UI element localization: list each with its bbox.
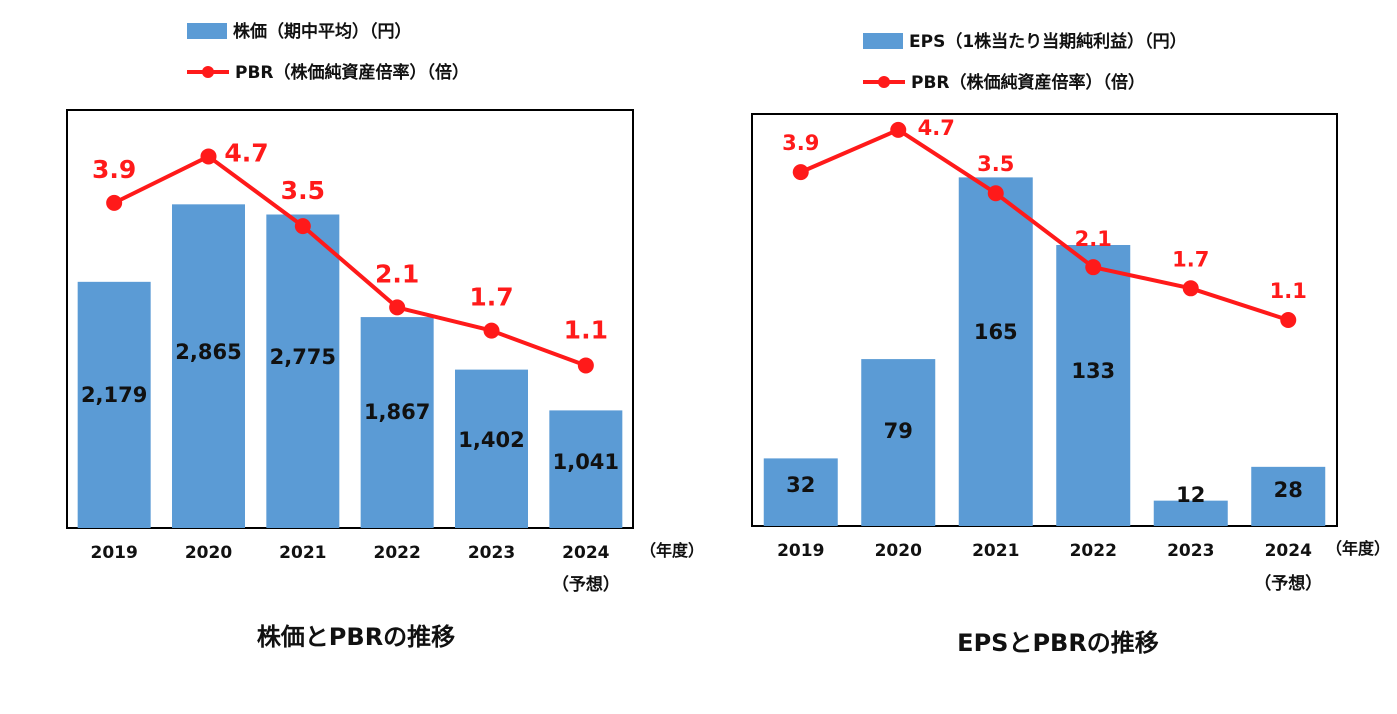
pbr-line (799, 127, 1289, 322)
bar-value-label: 32 (786, 473, 815, 497)
bar-value-label: 165 (974, 320, 1018, 344)
legend: 株価（期中平均）（円） PBR（株価純資産倍率）（倍） (187, 21, 469, 83)
bar-value-label: 1,867 (364, 400, 430, 424)
x-tick-label: 2024 (562, 543, 609, 563)
bar-2024 (1251, 466, 1326, 526)
bar-value-label: 2,179 (81, 383, 147, 407)
pbr-value-label: 3.9 (782, 131, 819, 155)
pbr-point-2020 (890, 121, 907, 138)
legend-label-line: PBR（株価純資産倍率）（倍） (235, 62, 469, 83)
legend-label-bar: EPS（1株当たり当期純利益）（円） (909, 31, 1187, 52)
pbr-point-2022 (1085, 259, 1102, 276)
x-tick-label: 2023 (468, 543, 515, 563)
x-tick-sublabel: （予想） (552, 574, 620, 595)
pbr-value-label: 2.1 (1075, 227, 1112, 251)
pbr-value-label: 1.1 (564, 315, 608, 344)
legend-label-bar: 株価（期中平均）（円） (233, 21, 412, 42)
bar-2023 (455, 369, 528, 528)
chart-1: 株価（期中平均）（円） PBR（株価純資産倍率）（倍） 2,179 2,865 2,77… (66, 21, 704, 651)
pbr-value-label: 1.1 (1270, 279, 1307, 303)
pbr-value-label: 3.5 (977, 152, 1014, 176)
plot-area (66, 109, 634, 529)
pbr-value-label: 3.5 (281, 176, 325, 205)
bar-2019 (77, 281, 151, 528)
bar-2024 (549, 410, 623, 528)
x-tick-label: 2023 (1167, 541, 1214, 561)
chart-title: 株価とPBRの推移 (257, 623, 455, 651)
bar-2021 (958, 177, 1033, 526)
bar-2020 (172, 204, 245, 528)
x-tick-label: 2020 (875, 541, 922, 561)
legend-swatch-bar (187, 23, 227, 39)
bar-value-label: 1,041 (553, 450, 619, 474)
pbr-point-2023 (1182, 280, 1199, 297)
pbr-value-label: 1.7 (469, 283, 513, 312)
x-axis-unit: （年度） (1326, 539, 1390, 558)
pbr-value-label: 2.1 (375, 259, 419, 288)
x-tick-label: 2020 (185, 543, 232, 563)
bar-value-label: 2,775 (270, 345, 336, 369)
plot-area (751, 113, 1338, 527)
x-tick-label: 2021 (972, 541, 1019, 561)
pbr-value-label: 4.7 (224, 138, 268, 167)
pbr-value-label: 1.7 (1172, 247, 1209, 271)
legend-swatch-bar (863, 33, 903, 49)
bar-2022 (360, 317, 434, 528)
bar-value-label: 12 (1176, 483, 1205, 507)
x-tick-label: 2021 (279, 543, 326, 563)
pbr-point-2023 (483, 322, 500, 339)
bar-value-label: 79 (884, 419, 913, 443)
bar-value-label: 1,402 (458, 428, 524, 452)
pbr-point-2022 (389, 299, 406, 316)
bar-2020 (861, 359, 936, 526)
pbr-point-2020 (200, 148, 217, 165)
pbr-value-label: 3.9 (92, 155, 136, 184)
x-tick-label: 2019 (91, 543, 138, 563)
pbr-point-2021 (294, 218, 311, 235)
x-tick-label: 2024 (1265, 541, 1312, 561)
legend-swatch-marker (202, 66, 214, 78)
pbr-point-2024 (577, 357, 594, 374)
chart-title: EPSとPBRの推移 (957, 629, 1159, 657)
x-tick-sublabel: （予想） (1254, 573, 1322, 594)
pbr-value-label: 4.7 (918, 116, 955, 140)
bar-value-label: 28 (1274, 478, 1303, 502)
bar-value-label: 133 (1071, 359, 1115, 383)
x-tick-label: 2022 (374, 543, 421, 563)
bar-2023 (1153, 500, 1228, 526)
bar-2021 (266, 214, 340, 528)
pbr-point-2019 (106, 194, 123, 211)
pbr-point-2024 (1280, 312, 1297, 328)
x-tick-label: 2019 (777, 541, 824, 561)
x-tick-label: 2022 (1070, 541, 1117, 561)
pbr-point-2021 (987, 185, 1004, 202)
legend-swatch-marker (878, 76, 890, 88)
bar-2022 (1056, 244, 1131, 526)
bar-value-label: 2,865 (175, 340, 241, 364)
chart-2: EPS（1株当たり当期純利益）（円） PBR（株価純資産倍率）（倍） 32 79 165… (751, 31, 1390, 657)
pbr-line (113, 154, 587, 368)
pbr-point-2019 (792, 164, 809, 181)
bar-2019 (763, 458, 838, 526)
legend: EPS（1株当たり当期純利益）（円） PBR（株価純資産倍率）（倍） (863, 31, 1187, 93)
legend-label-line: PBR（株価純資産倍率）（倍） (911, 72, 1145, 93)
x-axis-unit: （年度） (640, 541, 704, 560)
